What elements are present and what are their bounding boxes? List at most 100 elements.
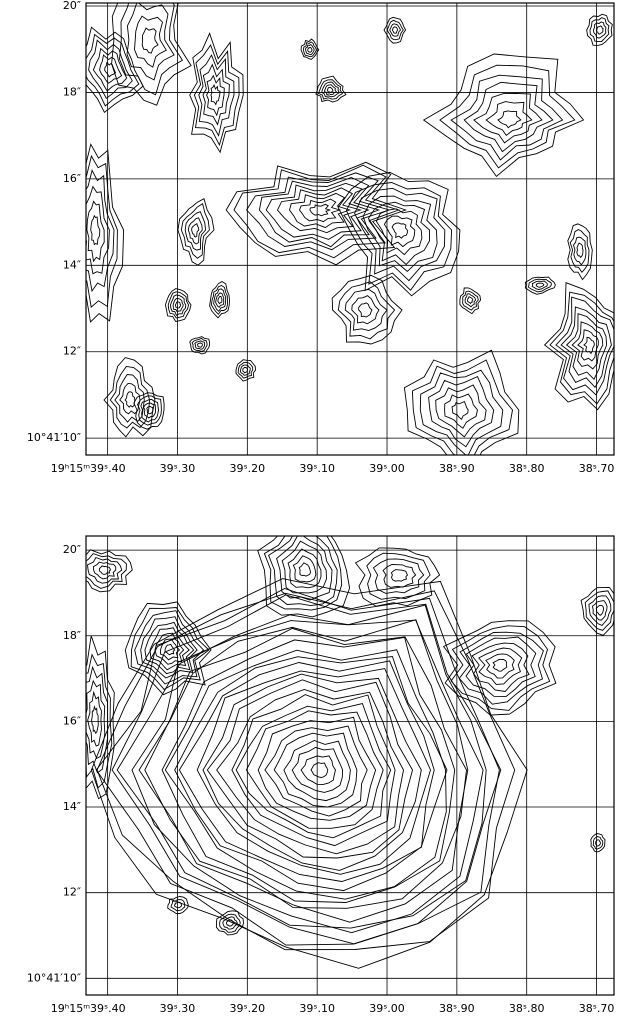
contour — [225, 161, 408, 266]
contour — [134, 15, 167, 68]
contour — [92, 47, 128, 92]
contour — [428, 376, 495, 448]
contour — [497, 110, 522, 129]
contour — [196, 668, 431, 875]
contour — [367, 201, 430, 266]
contour — [161, 636, 456, 903]
contour — [216, 689, 404, 855]
contour — [458, 631, 544, 705]
contour — [245, 710, 384, 829]
contour — [543, 282, 614, 411]
x-tick-label: 39ˢ.30 — [160, 1002, 196, 1015]
contour — [141, 27, 159, 54]
contour — [435, 384, 487, 438]
contour — [485, 653, 515, 679]
contour — [531, 280, 548, 290]
contour — [419, 369, 504, 455]
contour — [580, 586, 614, 636]
contour — [177, 198, 215, 266]
y-tick-label: 20″ — [63, 543, 81, 556]
y-tick-label: 12″ — [63, 345, 81, 358]
contour — [202, 63, 230, 126]
contour-panel: 19ʰ15ᵐ39ˢ.40 39ˢ.30 39ˢ.20 39ˢ.10 39ˢ.00 38ˢ.… — [27, 0, 615, 475]
contour — [119, 3, 184, 96]
contour — [172, 297, 184, 313]
contour — [265, 182, 370, 240]
contour — [231, 694, 396, 847]
contour — [133, 392, 165, 430]
contour — [577, 329, 599, 362]
contour — [174, 301, 182, 309]
y-tick-label: 14″ — [63, 800, 81, 813]
contour — [86, 553, 127, 589]
contour — [583, 336, 595, 355]
contour — [263, 536, 343, 611]
contour — [86, 169, 115, 293]
contour — [189, 336, 210, 355]
contour — [130, 607, 210, 690]
y-tick-label: 16″ — [63, 714, 81, 727]
contour — [239, 364, 251, 376]
contour — [439, 64, 576, 169]
contour — [467, 296, 474, 305]
contour — [276, 536, 333, 601]
contour — [144, 621, 195, 675]
contour — [213, 288, 227, 312]
contour — [109, 366, 151, 429]
x-tick-label: 38ˢ.90 — [439, 462, 475, 475]
contour — [98, 565, 111, 575]
contour — [191, 337, 208, 352]
contour — [146, 406, 154, 415]
contour — [86, 33, 140, 107]
contour — [174, 901, 182, 909]
contour — [403, 349, 520, 455]
contour — [411, 359, 513, 455]
y-tick-label: 18″ — [63, 85, 81, 98]
contour — [391, 26, 399, 34]
x-tick-label: 38ˢ.70 — [579, 1002, 615, 1015]
contour — [119, 382, 141, 415]
contour — [90, 214, 101, 246]
contour — [276, 187, 362, 234]
contour — [257, 536, 351, 618]
contour — [116, 604, 487, 929]
contour — [111, 594, 502, 945]
contour — [321, 81, 340, 98]
contour — [569, 228, 590, 274]
contour — [160, 638, 181, 661]
contour — [144, 627, 467, 909]
contour — [209, 280, 230, 319]
contour — [88, 39, 133, 99]
contour — [595, 839, 601, 847]
contour — [215, 292, 225, 308]
contour — [317, 79, 344, 100]
contour — [86, 549, 133, 593]
x-tick-label: 39ˢ.20 — [230, 1002, 266, 1015]
contour — [86, 26, 144, 113]
contour — [111, 3, 192, 106]
contours — [86, 3, 614, 455]
y-tick-label: 16″ — [63, 172, 81, 185]
contour — [226, 919, 234, 927]
contour — [202, 673, 422, 871]
contour — [180, 202, 210, 259]
contour — [206, 679, 413, 859]
contour — [86, 679, 106, 760]
x-tick-label: 39ˢ.10 — [299, 1002, 335, 1015]
contour — [281, 540, 328, 594]
contour — [464, 293, 477, 308]
contour — [345, 182, 453, 291]
contour — [86, 653, 113, 789]
contour — [104, 61, 117, 78]
contour — [289, 192, 352, 229]
contour — [390, 569, 409, 582]
contour — [92, 561, 117, 580]
y-tick-label: 14″ — [63, 258, 81, 271]
contour — [124, 601, 212, 696]
contour — [164, 643, 176, 656]
x-tick-label: 19ʰ15ᵐ39ˢ.40 — [51, 1002, 126, 1015]
contour — [196, 342, 203, 348]
x-tick-label: 38ˢ.70 — [579, 462, 615, 475]
contour — [459, 287, 482, 315]
